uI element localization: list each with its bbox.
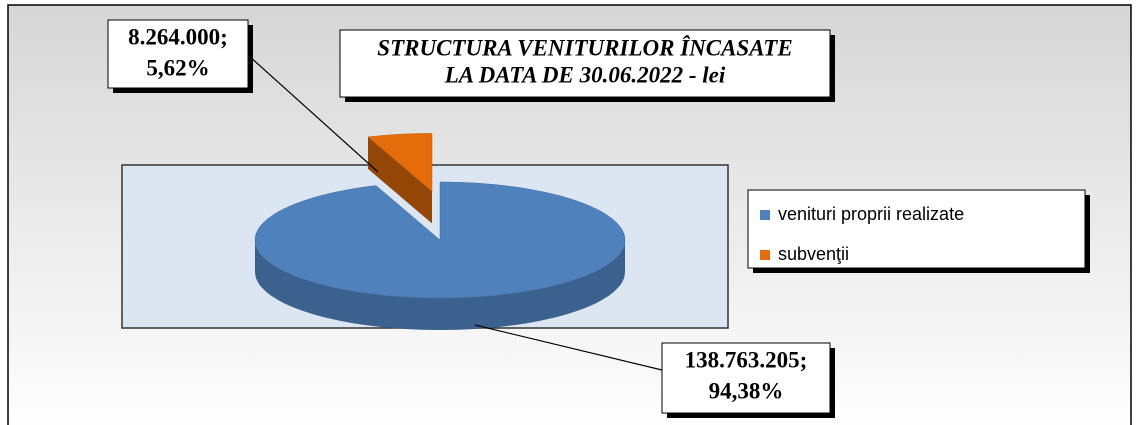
label-box [661, 342, 831, 414]
data-label: 5,62% [146, 55, 209, 80]
data-label: 138.763.205; [685, 347, 808, 372]
label-box [107, 19, 249, 89]
slice-face [368, 136, 432, 224]
legend-box [747, 189, 1086, 269]
leader-line [474, 324, 663, 371]
data-label: 94,38% [709, 378, 784, 403]
chart-title: LA DATA DE 30.06.2022 - lei [444, 62, 726, 87]
data-label: 8.264.000; [128, 24, 228, 49]
legend-label: venituri proprii realizate [778, 204, 964, 224]
legend-label: subvenţii [778, 244, 849, 264]
slice-side [255, 240, 625, 330]
chart-title: STRUCTURA VENITURILOR ÎNCASATE [377, 34, 792, 60]
slice [367, 133, 433, 192]
title-box [339, 29, 831, 98]
legend-swatch [760, 250, 770, 260]
pie [254, 133, 626, 330]
leader-line [247, 54, 379, 173]
legend-swatch [760, 210, 770, 220]
slice [254, 181, 626, 299]
